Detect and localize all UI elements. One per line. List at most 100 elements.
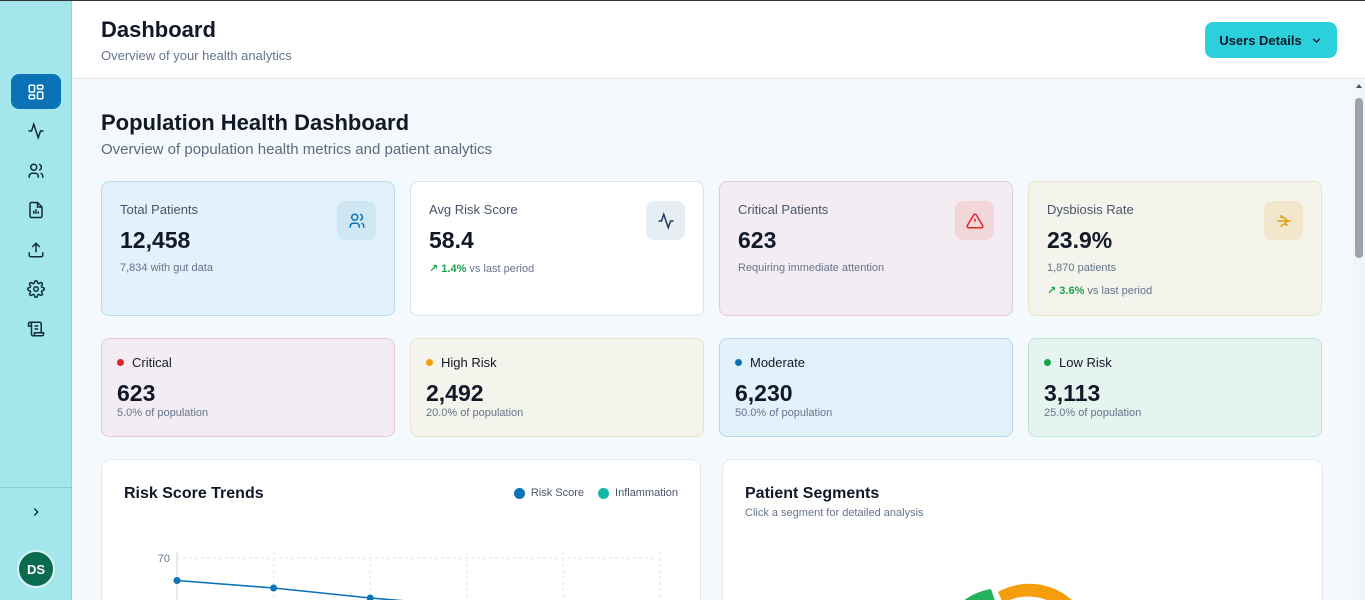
sidebar-expand-button[interactable]: [24, 501, 48, 523]
sidebar-item-settings[interactable]: [11, 272, 61, 307]
legend-item-risk-score[interactable]: Risk Score: [513, 487, 585, 499]
sidebar-divider: [0, 487, 72, 488]
stat-trend-value: 3.6%: [1059, 285, 1085, 297]
trend-up-icon: ↗: [429, 263, 439, 275]
stat-card-total-patients[interactable]: Total Patients 12,458 7,834 with gut dat…: [101, 181, 395, 316]
upload-icon: [28, 242, 44, 258]
patient-segments-panel: Patient Segments Click a segment for det…: [722, 459, 1323, 600]
header-title: Dashboard: [101, 17, 216, 42]
risk-note: 5.0% of population: [117, 407, 209, 419]
scroll-icon: [27, 321, 45, 337]
risk-label-row: High Risk: [426, 355, 497, 370]
risk-note: 50.0% of population: [735, 407, 833, 419]
risk-note: 25.0% of population: [1044, 407, 1142, 419]
risk-trend-chart: 7060: [158, 552, 661, 600]
sidebar-item-logs[interactable]: [11, 312, 61, 347]
legend-label: Inflammation: [615, 487, 678, 499]
panel-title: Risk Score Trends: [124, 485, 264, 502]
risk-label-row: Critical: [117, 355, 172, 370]
risk-score-line: [176, 579, 405, 600]
activity-icon: [658, 211, 673, 230]
stat-card-dysbiosis-rate[interactable]: Dysbiosis Rate 23.9% 1,870 patients ↗ 3.…: [1028, 181, 1322, 316]
risk-score-point[interactable]: [173, 577, 181, 584]
stat-label: Avg Risk Score: [429, 202, 518, 217]
stat-icon-box: [337, 201, 376, 240]
status-dot: [426, 359, 433, 366]
chevron-down-icon: [1312, 37, 1320, 43]
main-scrollbar[interactable]: [1353, 80, 1365, 600]
stat-card-avg-risk-score[interactable]: Avg Risk Score 58.4 ↗ 1.4% vs last perio…: [410, 181, 704, 316]
segment-arc-green[interactable]: [963, 589, 995, 600]
stat-trend: ↗ 1.4% vs last period: [429, 262, 534, 275]
risk-card-low-risk[interactable]: Low Risk 3,113 25.0% of population: [1028, 338, 1322, 437]
legend-label: Risk Score: [530, 487, 585, 499]
sidebar-nav: [11, 74, 61, 351]
stat-label: Total Patients: [120, 202, 199, 217]
panel-subtitle: Click a segment for detailed analysis: [745, 507, 924, 519]
legend-item-inflammation[interactable]: Inflammation: [598, 487, 678, 499]
segments-donut-chart[interactable]: [723, 460, 1324, 600]
panel-title: Patient Segments: [745, 485, 880, 502]
stat-label: Dysbiosis Rate: [1047, 202, 1134, 217]
stat-value: 12,458: [120, 227, 191, 253]
stat-icon-box: [646, 201, 685, 240]
page-title: Population Health Dashboard: [101, 110, 410, 135]
sidebar-item-reports[interactable]: [11, 193, 61, 228]
risk-value: 623: [117, 380, 156, 406]
trend-up-icon: ↗: [1047, 285, 1057, 297]
dashboard-icon: [28, 84, 44, 99]
segment-arc-orange[interactable]: [998, 583, 1073, 600]
avatar[interactable]: DS: [17, 550, 55, 588]
risk-label: Critical: [132, 355, 172, 370]
stat-card-critical-patients[interactable]: Critical Patients 623 Requiring immediat…: [719, 181, 1013, 316]
stat-trend: ↗ 3.6% vs last period: [1047, 284, 1152, 297]
stat-trend-value: 1.4%: [441, 263, 467, 275]
stat-value: 58.4: [429, 227, 474, 253]
risk-label-row: Low Risk: [1044, 355, 1112, 370]
risk-card-high-risk[interactable]: High Risk 2,492 20.0% of population: [410, 338, 704, 437]
risk-card-critical[interactable]: Critical 623 5.0% of population: [101, 338, 395, 437]
risk-value: 2,492: [426, 380, 484, 406]
report-icon: [29, 202, 43, 219]
risk-score-point[interactable]: [366, 594, 374, 600]
risk-card-moderate[interactable]: Moderate 6,230 50.0% of population: [719, 338, 1013, 437]
stat-icon-box: [1264, 201, 1303, 240]
stat-label: Critical Patients: [738, 202, 829, 217]
users-details-label: Users Details: [1219, 32, 1302, 48]
risk-value: 3,113: [1044, 380, 1101, 406]
stat-note: 1,870 patients: [1047, 262, 1117, 274]
stat-icon-box: [955, 201, 994, 240]
risk-note: 20.0% of population: [426, 407, 524, 419]
main-content: Population Health Dashboard Overview of …: [72, 80, 1353, 600]
y-tick-label: 70: [158, 553, 170, 565]
settings-icon: [27, 280, 45, 299]
chart-legend: Risk Score Inflammation: [513, 487, 678, 499]
risk-label: Moderate: [750, 355, 805, 370]
sidebar-item-dashboard[interactable]: [11, 74, 61, 109]
risk-label-row: Moderate: [735, 355, 805, 370]
sidebar-item-upload[interactable]: [11, 232, 61, 267]
stat-value: 623: [738, 227, 777, 253]
legend-swatch: [598, 487, 610, 499]
status-dot: [1044, 359, 1051, 366]
risk-value: 6,230: [735, 380, 793, 406]
scroll-up-arrow[interactable]: [1356, 84, 1362, 88]
risk-trends-panel: Risk Score Trends Risk Score Inflammatio…: [101, 459, 701, 600]
sidebar-item-activity[interactable]: [11, 114, 61, 149]
users-icon: [349, 213, 365, 228]
sidebar-item-users[interactable]: [11, 153, 61, 188]
chevron-right-icon: [33, 508, 39, 516]
header-subtitle: Overview of your health analytics: [101, 48, 292, 63]
users-icon: [28, 163, 44, 178]
top-header: Dashboard Overview of your health analyt…: [72, 1, 1365, 79]
risk-label: Low Risk: [1059, 355, 1112, 370]
scrollbar-thumb[interactable]: [1355, 98, 1363, 258]
users-details-button[interactable]: Users Details: [1205, 22, 1337, 58]
status-dot: [117, 359, 124, 366]
alert-icon: [965, 212, 984, 228]
sidebar: DS: [0, 1, 72, 600]
status-dot: [735, 359, 742, 366]
stat-value: 23.9%: [1047, 227, 1113, 253]
risk-score-point[interactable]: [270, 584, 278, 592]
stat-note: 7,834 with gut data: [120, 262, 213, 274]
